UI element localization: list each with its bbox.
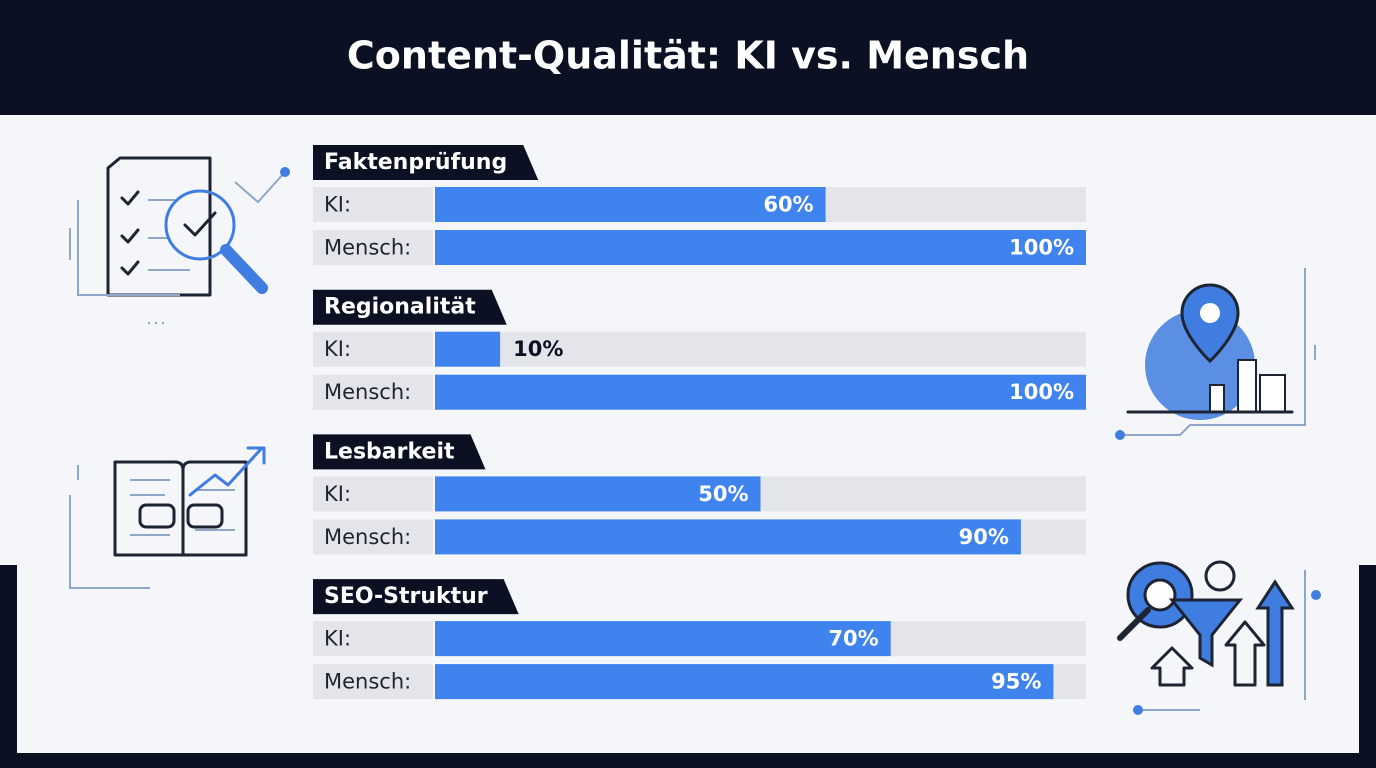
category-tab — [313, 289, 507, 325]
icon-regional — [1115, 268, 1316, 440]
bar — [435, 331, 501, 367]
row-label-cell — [313, 374, 433, 410]
value-label: 10% — [513, 337, 563, 361]
bar — [435, 476, 761, 512]
series-label: KI: — [324, 193, 351, 217]
header — [0, 0, 1376, 115]
row-label-cell — [313, 664, 433, 700]
value-label: 90% — [959, 525, 1009, 549]
icon-reading — [69, 446, 266, 589]
chart-title: Content-Qualität: KI vs. Mensch — [347, 34, 1029, 78]
category-label: Lesbarkeit — [324, 439, 455, 464]
row-label-cell — [313, 230, 433, 265]
bar — [435, 519, 1021, 555]
series-label: Mensch: — [324, 525, 411, 549]
bar — [435, 664, 1054, 700]
bar — [435, 621, 891, 657]
series-label: Mensch: — [324, 670, 411, 694]
value-label: 100% — [1009, 236, 1074, 260]
value-label: 70% — [828, 627, 878, 651]
category-tab — [313, 145, 539, 180]
category-label: Faktenprüfung — [324, 150, 507, 175]
bar — [435, 230, 1086, 265]
category-label: Regionalität — [324, 295, 476, 320]
icon-seo — [1117, 560, 1321, 715]
value-label: 60% — [763, 193, 813, 217]
category-tab — [313, 434, 486, 470]
series-label: Mensch: — [324, 380, 411, 404]
series-label: Mensch: — [324, 236, 411, 260]
series-label: KI: — [324, 337, 351, 361]
series-label: KI: — [324, 627, 351, 651]
bar-track — [435, 331, 1086, 367]
row-label-cell — [313, 476, 433, 512]
row-label-cell — [313, 331, 433, 367]
value-label: 100% — [1009, 380, 1074, 404]
row-label-cell — [313, 519, 433, 555]
bar — [435, 187, 826, 222]
row-label-cell — [313, 187, 433, 222]
icon-fact-check — [69, 156, 290, 324]
category-tab — [313, 579, 519, 615]
row-label-cell — [313, 621, 433, 657]
value-label: 50% — [698, 482, 748, 506]
bar — [435, 374, 1086, 410]
value-label: 95% — [991, 670, 1041, 694]
series-label: KI: — [324, 482, 351, 506]
category-label: SEO-Struktur — [324, 584, 488, 609]
